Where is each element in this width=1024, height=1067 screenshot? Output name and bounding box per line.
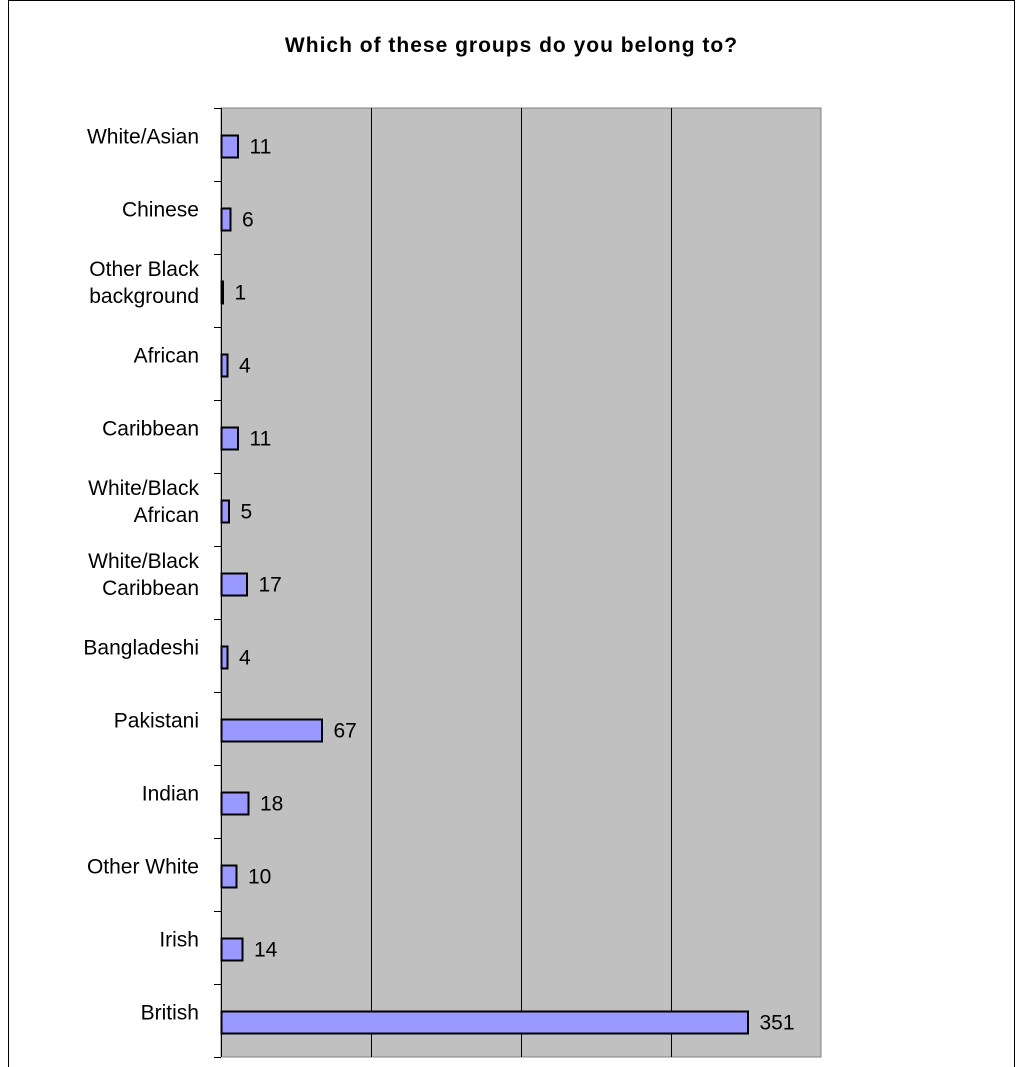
- category-label-line: Pakistani: [114, 710, 199, 733]
- chart-title: Which of these groups do you belong to?: [284, 34, 739, 57]
- category-label-line: British: [141, 1002, 199, 1025]
- category-label: Caribbean: [102, 418, 199, 441]
- bar: [220, 937, 244, 962]
- bar: [220, 572, 248, 597]
- category-label-line: Caribbean: [102, 418, 199, 441]
- data-label: 11: [250, 428, 272, 451]
- category-label: Other White: [87, 856, 199, 879]
- bar: [220, 718, 323, 743]
- bar: [220, 353, 229, 378]
- bar: [220, 864, 238, 889]
- category-label-line: Irish: [159, 929, 199, 952]
- data-label: 14: [254, 939, 278, 962]
- category-label: White/Black African: [88, 477, 199, 527]
- category-label-line: White/Black: [88, 550, 199, 573]
- category-label: White/Black Caribbean: [88, 550, 199, 600]
- category-label: Bangladeshi: [83, 637, 199, 660]
- data-label: 67: [334, 720, 357, 743]
- data-label: 5: [241, 501, 253, 524]
- category-label: Chinese: [122, 199, 199, 222]
- category-label-line: African: [134, 345, 199, 368]
- category-label-line: White/Asian: [87, 126, 199, 149]
- category-label-line: Other White: [87, 856, 199, 879]
- data-label: 10: [248, 866, 271, 889]
- category-label: Other Black background: [89, 258, 199, 308]
- category-label-line: Other Black: [89, 258, 199, 281]
- category-label-line: Caribbean: [102, 577, 199, 600]
- category-label: White/Asian: [87, 126, 199, 149]
- data-label: 17: [259, 574, 282, 597]
- category-label: British: [141, 1002, 199, 1025]
- bar: [220, 645, 229, 670]
- category-label: Irish: [159, 929, 199, 952]
- bar: [220, 1010, 749, 1035]
- category-label: Pakistani: [114, 710, 199, 733]
- data-label: 4: [239, 355, 251, 378]
- bar: [220, 207, 232, 232]
- category-label: Indian: [142, 783, 199, 806]
- data-label: 11: [250, 136, 272, 159]
- data-label: 6: [242, 209, 254, 232]
- category-label-line: White/Black: [88, 477, 199, 500]
- category-label-line: African: [134, 504, 199, 527]
- bar: [220, 426, 239, 451]
- category-label-line: Bangladeshi: [83, 637, 199, 660]
- category-label: African: [134, 345, 199, 368]
- category-label-line: background: [89, 285, 199, 308]
- data-label: 18: [260, 793, 283, 816]
- category-label-line: Chinese: [122, 199, 199, 222]
- bar: [220, 134, 239, 159]
- data-label: 351: [760, 1012, 795, 1035]
- bar: [220, 791, 250, 816]
- data-label: 4: [239, 647, 251, 670]
- bar: [220, 499, 230, 524]
- data-label: 1: [235, 282, 247, 305]
- category-label-line: Indian: [142, 783, 199, 806]
- bar: [220, 280, 224, 305]
